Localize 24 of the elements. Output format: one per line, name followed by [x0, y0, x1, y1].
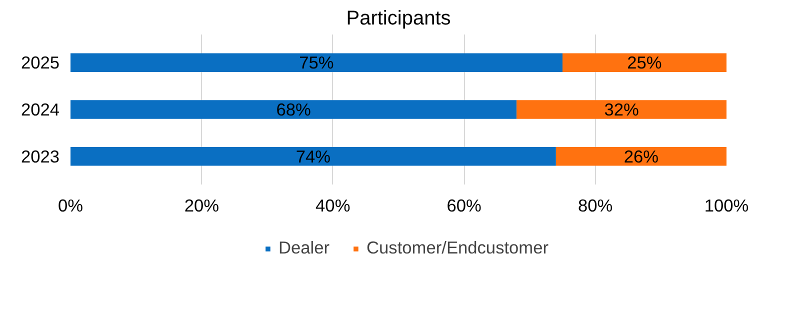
chart-title: Participants	[346, 8, 451, 30]
data-label: 68%	[276, 100, 311, 120]
x-tick-label: 60%	[446, 196, 482, 216]
legend-label: Dealer	[278, 238, 330, 258]
x-tick-label: 100%	[704, 196, 749, 216]
data-label: 26%	[624, 146, 659, 166]
data-label: 32%	[604, 100, 639, 120]
bar	[562, 53, 726, 72]
bar	[516, 100, 726, 119]
legend-label: Customer/Endcustomer	[366, 238, 549, 258]
x-tick-label: 40%	[316, 196, 350, 216]
data-label: 25%	[627, 52, 662, 73]
y-tick-label: 2024	[20, 100, 60, 120]
x-tick-label: 80%	[578, 196, 613, 216]
data-label: 75%	[299, 52, 334, 73]
y-tick-label: 2025	[20, 52, 60, 73]
y-tick-label: 2023	[20, 146, 60, 166]
bar	[70, 100, 517, 119]
bar	[70, 53, 562, 72]
x-tick-label: 0%	[58, 196, 84, 216]
bar	[70, 147, 556, 166]
data-label: 74%	[296, 146, 331, 166]
bar	[556, 147, 726, 166]
x-tick-label: 20%	[184, 196, 220, 216]
